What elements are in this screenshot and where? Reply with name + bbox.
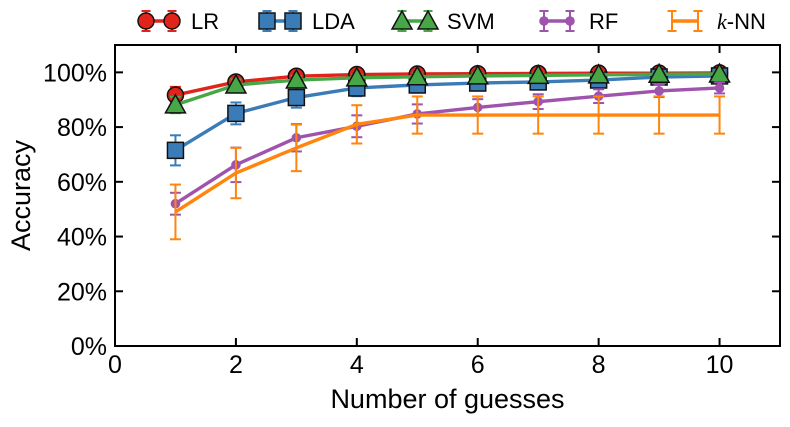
y-tick-label: 0% bbox=[71, 333, 107, 361]
legend-label-LDA: LDA bbox=[312, 9, 355, 34]
y-axis-label: Accuracy bbox=[6, 139, 36, 251]
y-tick-label: 60% bbox=[57, 169, 107, 197]
tick-labels: 0 2 4 6 8 100%20%40%60%80%100% bbox=[43, 59, 733, 379]
error-bars-RF bbox=[169, 81, 726, 216]
legend: LR LDA SVM RF k-NN bbox=[137, 9, 766, 34]
y-tick-label: 100% bbox=[43, 59, 107, 87]
y-tick-label: 20% bbox=[57, 278, 107, 306]
legend-label-SVM: SVM bbox=[447, 9, 495, 34]
legend-item-k-NN: k-NN bbox=[667, 9, 766, 34]
x-tick-label: 10 bbox=[706, 351, 734, 379]
x-tick-label: 4 bbox=[350, 351, 364, 379]
legend-label-k-NN: k-NN bbox=[717, 9, 766, 34]
line-RF bbox=[174, 86, 720, 206]
legend-label-LR: LR bbox=[191, 9, 219, 34]
error-bars-k-NN bbox=[169, 95, 726, 241]
series-k-NN bbox=[169, 95, 726, 241]
series-SVM bbox=[164, 62, 731, 115]
x-axis-label: Number of guesses bbox=[330, 384, 564, 414]
line-LDA bbox=[174, 74, 720, 152]
y-tick-label: 80% bbox=[57, 114, 107, 142]
markers-SVM bbox=[164, 62, 731, 114]
tick-marks bbox=[114, 45, 780, 347]
x-tick-label: 6 bbox=[471, 351, 485, 379]
axes bbox=[114, 44, 781, 347]
line-SVM bbox=[174, 72, 720, 107]
line-k-NN bbox=[174, 113, 720, 214]
x-tick-label: 8 bbox=[592, 351, 606, 379]
legend-item-RF: RF bbox=[539, 9, 618, 34]
y-tick-label: 40% bbox=[57, 224, 107, 252]
x-tick-label: 2 bbox=[229, 351, 243, 379]
legend-label-RF: RF bbox=[589, 9, 618, 34]
series-RF bbox=[169, 81, 726, 216]
legend-item-LDA: LDA bbox=[258, 9, 355, 34]
error-bars-LDA bbox=[169, 71, 726, 167]
legend-item-SVM: SVM bbox=[390, 9, 495, 34]
x-tick-label: 0 bbox=[108, 351, 122, 379]
markers-RF bbox=[170, 83, 725, 209]
legend-item-LR: LR bbox=[137, 9, 219, 34]
